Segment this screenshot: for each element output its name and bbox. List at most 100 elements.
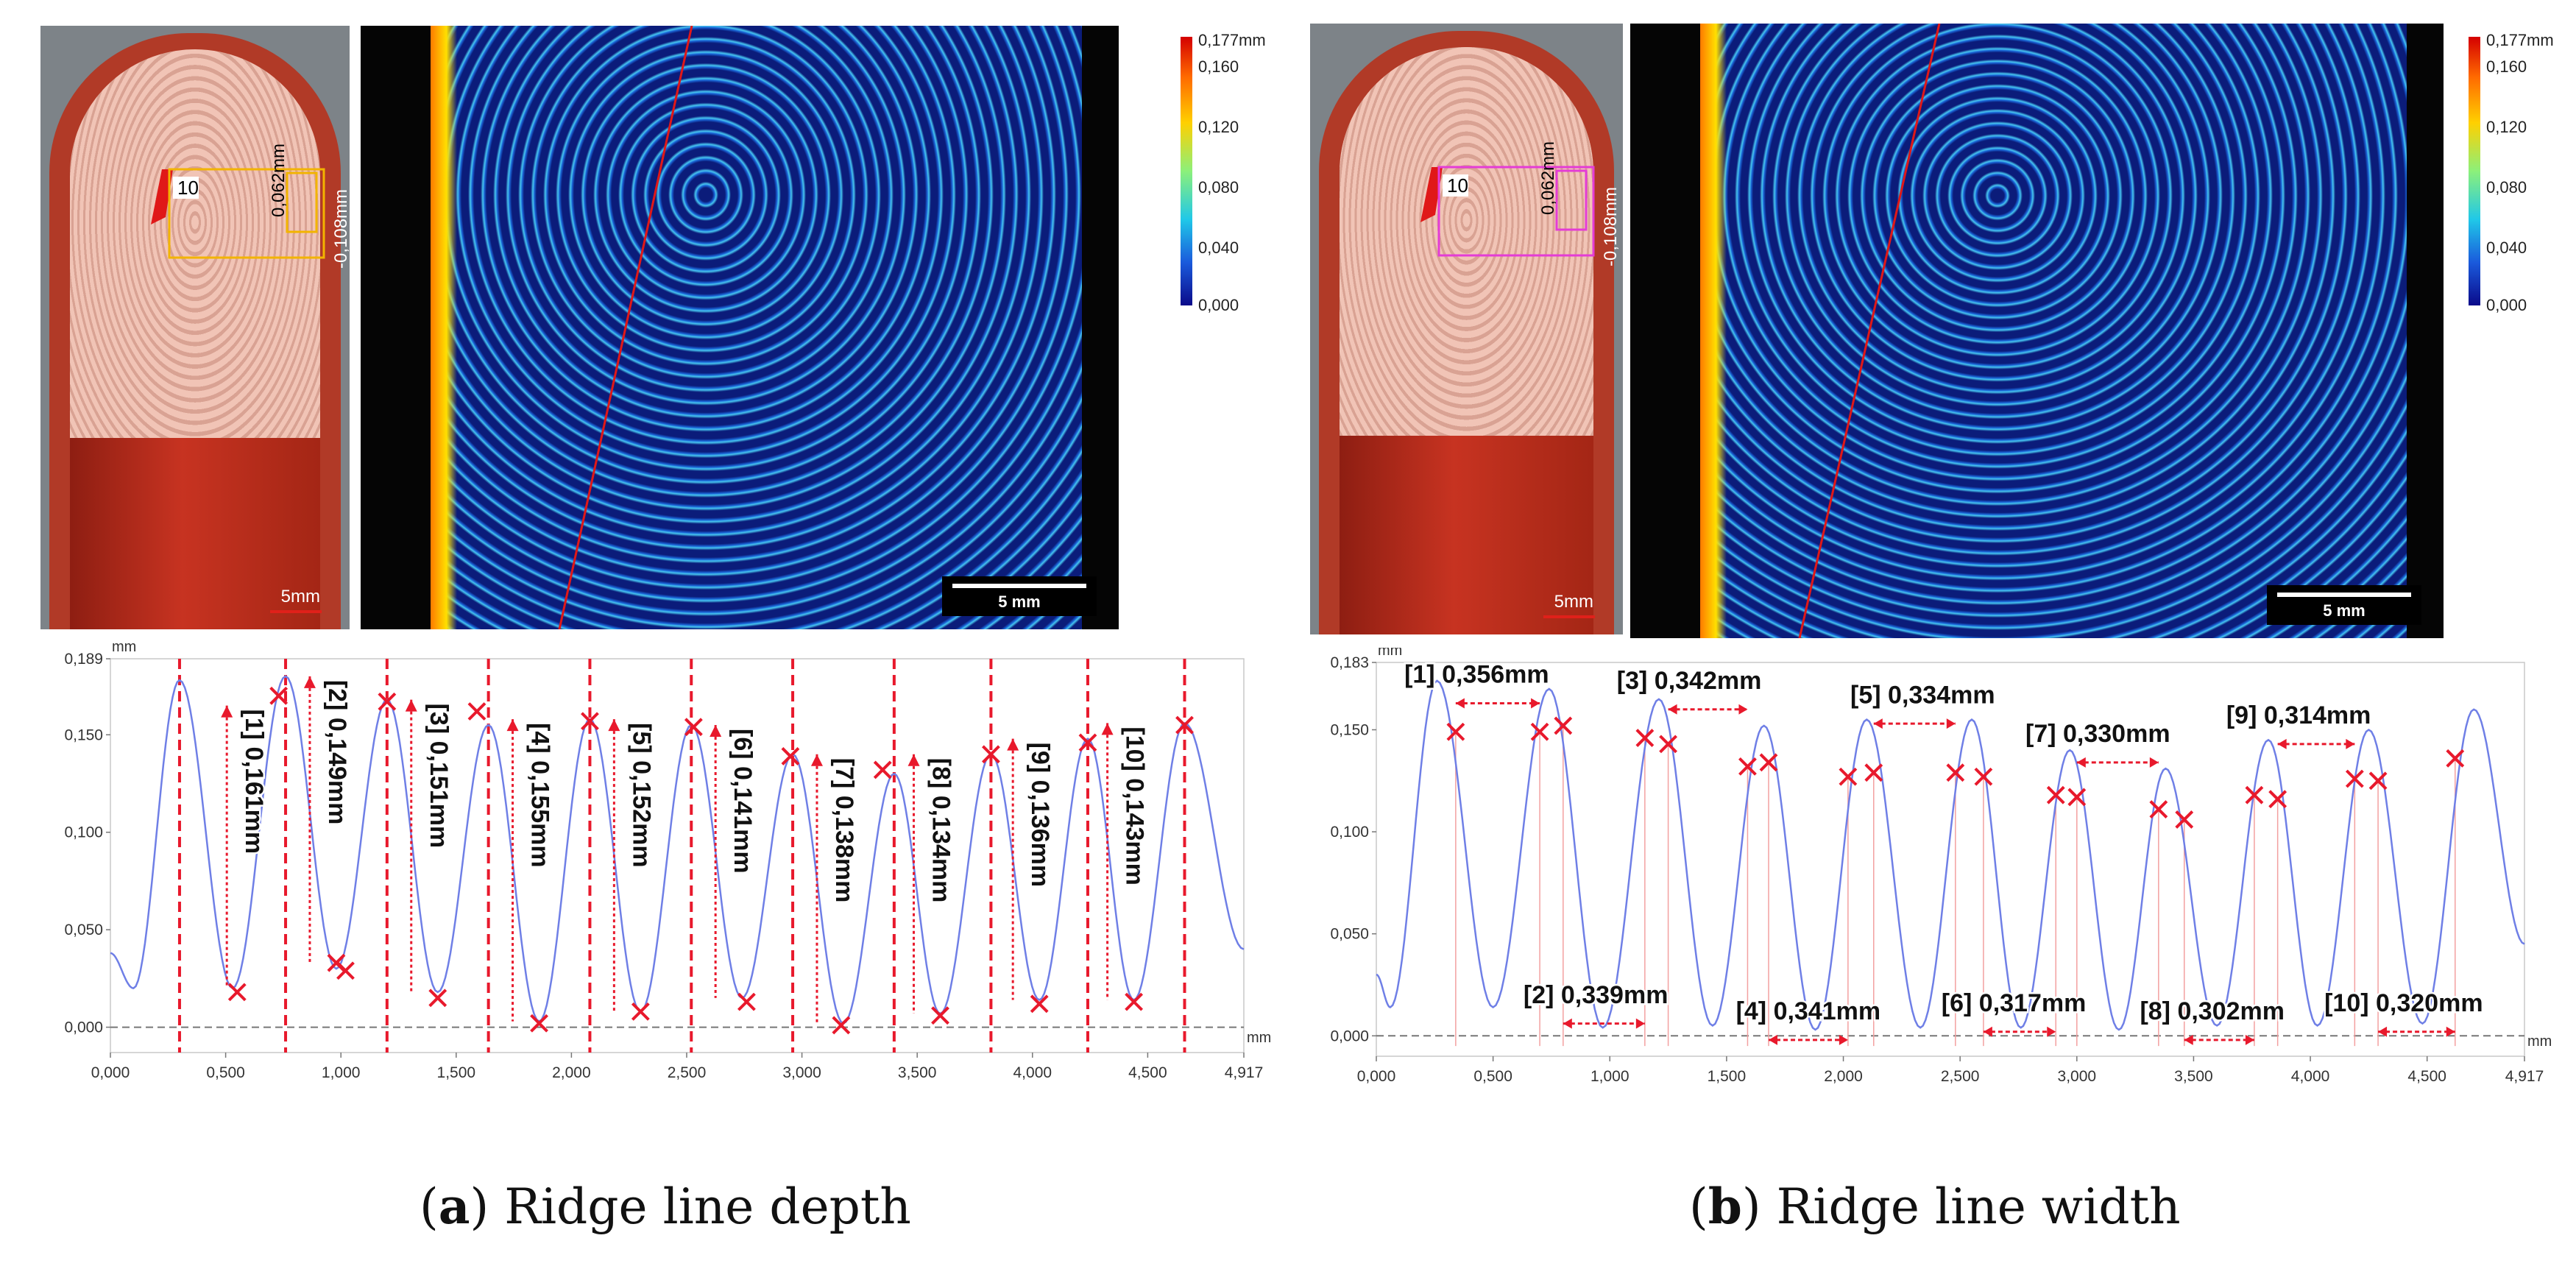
x-tick-label: 3,000 [2058,1068,2097,1085]
x-axis-unit: mm [2527,1033,2552,1050]
ridge-heatmap [431,26,1119,629]
width-measurement-label: [8] 0,302mm [2140,997,2285,1025]
x-tick-label: 2,500 [668,1064,707,1081]
x-tick-label: 3,500 [898,1064,937,1081]
width-arrowhead [1873,718,1956,729]
profile-cut-line [558,26,693,629]
plot-frame [110,658,1245,1053]
finger-photo: 10 0,062mm -0,108mm 5mm [1310,24,1623,634]
photo-scale-label: 5mm [1554,592,1593,612]
measurement-point-marker [1078,733,1097,752]
x-tick-label: 0,500 [206,1064,245,1081]
scan-right-margin [2407,24,2444,638]
x-tick-label: 0,000 [91,1064,130,1081]
width-arrowhead [1563,1018,1645,1029]
y-tick-label: 0,000 [64,1019,103,1036]
depth-arrowhead [810,754,823,766]
x-tick-label: 2,000 [552,1064,591,1081]
width-measurement-label: [2] 0,339mm [1524,981,1669,1009]
scan-left-margin [361,26,431,629]
depth-arrowhead [1101,723,1114,735]
region-label: 10 [1447,174,1468,197]
depth-arrowhead [608,719,620,732]
measurement-point-marker [1974,767,1993,786]
depth-arrowhead [506,719,519,732]
measurement-point-marker [684,718,703,737]
width-color-scan: 5 mm [1630,24,2444,638]
scan-right-margin [1082,26,1119,629]
region-dim-1: 0,062mm [1538,141,1558,215]
measurement-point-marker [269,686,289,705]
y-tick-label: 0,050 [1330,926,1369,943]
x-tick-label: 1,000 [1590,1068,1630,1085]
y-axis-unit: mm [112,639,136,655]
measurement-point-marker [2175,810,2194,829]
x-tick-label: 3,500 [2174,1068,2213,1085]
width-arrowhead [2076,757,2159,768]
depth-measurement-label: [6] 0,141mm [729,729,757,874]
depth-measurement-label: [8] 0,134mm [927,758,955,903]
finger-base [70,438,320,629]
caption-b-text: Ridge line width [1761,1178,2181,1235]
measurement-point-marker [1554,716,1573,735]
y-tick-label: 0,100 [64,824,103,841]
heatmap-edge-highlight [1700,24,1727,638]
depth-color-scan: 5 mm [361,26,1119,629]
x-axis-unit: mm [1247,1030,1271,1046]
colorbar-tick: 0,080 [1198,178,1239,197]
depth-arrowhead [710,725,722,738]
finger-photo: 10 0,062mm -0,108mm 5mm [40,26,350,629]
region-label: 10 [177,177,199,199]
x-tick-label: 1,000 [322,1064,361,1081]
region-dim-1: 0,062mm [269,143,289,217]
depth-profile-svg: 0,000 0,050 0,100 0,150 0,189 mm 0,000 0,500 1,0… [64,639,1271,1081]
x-tick-label: 4,500 [2407,1068,2446,1085]
photo-scale-bar [1543,615,1595,618]
measurement-point-marker [1446,722,1465,741]
measurement-point-marker [428,989,447,1008]
measurement-point-marker [982,745,1000,764]
caption-a: (a) Ridge line depth [420,1178,911,1235]
depth-arrowhead [221,705,233,718]
measurement-point-marker [2345,769,2364,788]
y-axis-unit: mm [1378,648,1402,659]
width-measurement-label: [6] 0,317mm [1942,989,2087,1017]
measurement-point-marker [2046,785,2065,804]
width-arrowhead [1668,704,1748,715]
plot-frame [1376,662,2525,1057]
x-tick-label: 1,500 [1708,1068,1747,1085]
width-arrowhead [2378,1026,2455,1037]
measurement-point-marker [2268,790,2287,809]
y-tick-label: 0,183 [1330,654,1369,671]
depth-arrowhead [405,699,417,712]
width-arrowhead [1455,698,1540,709]
caption-b-letter: b [1708,1178,1742,1235]
x-tick-label: 0,500 [1473,1068,1512,1085]
depth-arrowhead [907,754,920,766]
measurement-point-marker [2067,788,2087,807]
measurement-point-marker [1125,992,1144,1011]
profile-curve [1376,679,2525,1031]
width-measurement-label: [1] 0,356mm [1404,661,1549,689]
depth-measurement-label: [10] 0,143mm [1121,726,1149,885]
width-measurement-label: [7] 0,330mm [2025,720,2170,748]
y-tick-label: 0,100 [1330,824,1369,841]
measurement-point-marker [378,692,397,711]
x-tick-label: 4,000 [1013,1064,1052,1081]
fingertip-surface [70,49,320,462]
region-dim-2: -0,108mm [1601,186,1621,266]
depth-measurement-label: [2] 0,149mm [323,680,351,825]
colorbar: 0,177mm 0,160 0,120 0,080 0,040 0,000 [2466,31,2569,316]
colorbar-tick: 0,160 [1198,57,1239,76]
measurement-point-marker [1864,763,1883,782]
colorbar-tick: 0,040 [2486,238,2527,257]
colorbar-gradient [1181,37,1192,305]
width-measurement-label: [5] 0,334mm [1850,681,1995,709]
panel-a: 10 0,062mm -0,108mm 5mm 5 mm 0,177mm 0,1… [0,0,1281,1178]
width-profile-chart: 0,000 0,050 0,100 0,150 0,183 mm 0,000 0,500 1,0… [1295,648,2561,1134]
measurement-point-marker [1839,767,1858,786]
measurement-point-marker [737,992,756,1011]
measurement-region-overlay [151,168,325,259]
measurement-point-marker [581,712,599,731]
y-tick-label: 0,150 [64,726,103,743]
